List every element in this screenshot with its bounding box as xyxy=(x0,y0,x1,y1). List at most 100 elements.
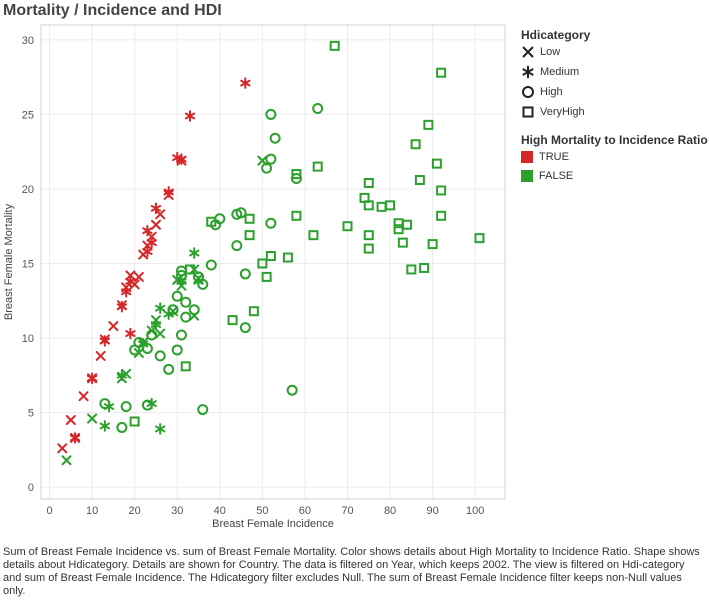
data-point-low-true[interactable] xyxy=(133,271,144,282)
data-point-high-false[interactable] xyxy=(239,322,251,334)
data-point-veryhigh-false[interactable] xyxy=(227,315,238,326)
data-point-medium-true[interactable] xyxy=(86,372,98,385)
data-point-high-false[interactable] xyxy=(312,102,324,114)
data-point-high-false[interactable] xyxy=(154,350,166,362)
data-point-high-false[interactable] xyxy=(175,329,187,341)
shape-legend-item[interactable]: Low xyxy=(521,44,560,60)
shape-legend-item[interactable]: High xyxy=(521,84,563,100)
data-point-veryhigh-false[interactable] xyxy=(206,216,217,227)
data-point-high-false[interactable] xyxy=(261,162,273,174)
data-point-high-false[interactable] xyxy=(286,384,298,396)
shape-legend-item[interactable]: VeryHigh xyxy=(521,104,585,120)
data-point-high-false[interactable] xyxy=(133,336,145,348)
data-point-high-false[interactable] xyxy=(180,296,192,308)
data-point-medium-true[interactable] xyxy=(120,286,132,298)
data-point-veryhigh-false[interactable] xyxy=(363,230,374,241)
data-point-veryhigh-false[interactable] xyxy=(363,243,374,254)
data-point-medium-true[interactable] xyxy=(240,77,251,89)
data-point-high-false[interactable] xyxy=(180,311,192,323)
data-point-medium-false[interactable] xyxy=(155,423,166,435)
data-point-veryhigh-false[interactable] xyxy=(265,251,276,262)
data-point-veryhigh-false[interactable] xyxy=(129,416,140,427)
data-point-high-false[interactable] xyxy=(171,344,183,356)
data-point-high-false[interactable] xyxy=(175,269,187,281)
data-point-low-false[interactable] xyxy=(87,413,98,424)
data-point-veryhigh-false[interactable] xyxy=(402,219,413,230)
data-point-low-true[interactable] xyxy=(57,443,68,454)
data-point-medium-false[interactable] xyxy=(116,369,128,382)
data-point-high-false[interactable] xyxy=(188,304,200,316)
data-point-medium-true[interactable] xyxy=(142,224,153,237)
data-point-medium-false[interactable] xyxy=(99,420,111,432)
data-point-high-false[interactable] xyxy=(235,207,247,219)
data-point-high-false[interactable] xyxy=(231,240,243,252)
data-point-high-false[interactable] xyxy=(146,329,158,341)
data-point-medium-true[interactable] xyxy=(116,300,128,313)
shape-legend-item[interactable]: Medium xyxy=(521,64,579,80)
data-point-low-true[interactable] xyxy=(95,350,106,361)
data-point-medium-true[interactable] xyxy=(125,275,136,288)
data-point-veryhigh-false[interactable] xyxy=(291,169,302,180)
data-point-medium-true[interactable] xyxy=(69,432,81,444)
data-point-high-false[interactable] xyxy=(163,363,175,375)
data-point-veryhigh-false[interactable] xyxy=(363,200,374,211)
data-point-high-false[interactable] xyxy=(239,268,251,280)
data-point-high-false[interactable] xyxy=(269,132,281,144)
data-point-veryhigh-false[interactable] xyxy=(342,221,353,232)
data-point-veryhigh-false[interactable] xyxy=(385,200,396,211)
color-legend-item[interactable]: TRUE xyxy=(521,149,569,165)
data-point-high-false[interactable] xyxy=(167,304,179,316)
data-point-medium-true[interactable] xyxy=(146,236,157,249)
data-point-veryhigh-false[interactable] xyxy=(329,40,340,51)
data-point-veryhigh-false[interactable] xyxy=(436,67,447,78)
data-point-low-true[interactable] xyxy=(65,415,76,425)
data-point-veryhigh-false[interactable] xyxy=(410,139,421,150)
data-point-medium-true[interactable] xyxy=(184,110,196,122)
color-legend-item[interactable]: FALSE xyxy=(521,168,573,184)
data-point-high-false[interactable] xyxy=(265,217,277,229)
data-point-high-false[interactable] xyxy=(265,153,277,165)
data-point-veryhigh-false[interactable] xyxy=(308,230,319,241)
data-point-low-true[interactable] xyxy=(78,391,89,402)
data-point-veryhigh-false[interactable] xyxy=(184,264,195,275)
data-point-high-false[interactable] xyxy=(99,398,111,410)
data-point-medium-true[interactable] xyxy=(163,186,174,198)
data-point-veryhigh-false[interactable] xyxy=(291,210,302,221)
data-point-veryhigh-false[interactable] xyxy=(423,119,434,130)
data-point-high-false[interactable] xyxy=(141,399,153,411)
data-point-veryhigh-false[interactable] xyxy=(474,233,485,244)
data-point-medium-true[interactable] xyxy=(150,202,162,215)
data-point-high-false[interactable] xyxy=(171,290,183,302)
data-point-veryhigh-false[interactable] xyxy=(363,178,374,188)
data-point-high-false[interactable] xyxy=(116,421,128,433)
data-point-veryhigh-false[interactable] xyxy=(397,237,408,248)
data-point-high-false[interactable] xyxy=(265,108,277,120)
data-point-high-false[interactable] xyxy=(197,404,209,416)
data-point-veryhigh-false[interactable] xyxy=(436,210,447,221)
data-point-veryhigh-false[interactable] xyxy=(248,306,259,317)
data-point-veryhigh-false[interactable] xyxy=(414,175,425,186)
data-point-veryhigh-false[interactable] xyxy=(261,271,272,282)
data-point-veryhigh-false[interactable] xyxy=(244,230,255,241)
data-point-veryhigh-false[interactable] xyxy=(282,252,293,263)
data-point-medium-true[interactable] xyxy=(142,245,153,258)
data-point-low-true[interactable] xyxy=(108,321,119,332)
data-point-medium-false[interactable] xyxy=(155,302,166,315)
data-point-veryhigh-false[interactable] xyxy=(431,158,442,169)
data-point-low-true[interactable] xyxy=(146,231,157,242)
data-point-medium-true[interactable] xyxy=(99,335,111,347)
data-point-medium-false[interactable] xyxy=(189,247,200,259)
data-point-medium-true[interactable] xyxy=(176,153,187,165)
data-point-veryhigh-false[interactable] xyxy=(376,201,387,212)
data-point-low-true[interactable] xyxy=(125,270,136,281)
data-point-high-false[interactable] xyxy=(120,401,132,413)
data-point-high-false[interactable] xyxy=(197,278,209,290)
data-point-veryhigh-false[interactable] xyxy=(312,161,323,172)
data-point-high-false[interactable] xyxy=(205,259,217,271)
data-point-low-false[interactable] xyxy=(155,328,166,339)
data-point-veryhigh-false[interactable] xyxy=(427,239,438,250)
data-point-veryhigh-false[interactable] xyxy=(257,258,268,269)
data-point-low-true[interactable] xyxy=(150,219,161,230)
data-point-veryhigh-false[interactable] xyxy=(436,185,447,196)
data-point-veryhigh-false[interactable] xyxy=(419,262,430,273)
